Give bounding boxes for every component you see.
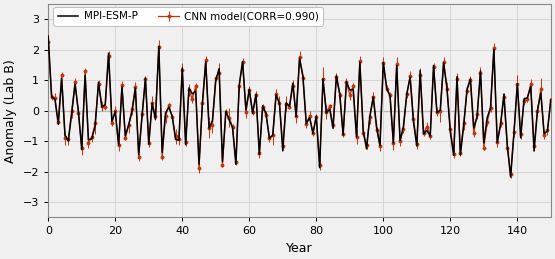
MPI-ESM-P (397, 139, 403, 142)
MPI-ESM-P (507, 176, 514, 179)
MPI-ESM-P (45, 35, 52, 38)
MPI-ESM-P (541, 132, 547, 135)
Legend: MPI-ESM-P, CNN model(CORR=0.990): MPI-ESM-P, CNN model(CORR=0.990) (53, 7, 324, 26)
Line: MPI-ESM-P: MPI-ESM-P (48, 37, 551, 177)
MPI-ESM-P (363, 147, 370, 150)
X-axis label: Year: Year (286, 242, 313, 255)
MPI-ESM-P (223, 110, 229, 113)
MPI-ESM-P (350, 88, 356, 91)
MPI-ESM-P (547, 98, 554, 101)
Y-axis label: Anomaly (Lab B): Anomaly (Lab B) (4, 59, 17, 163)
MPI-ESM-P (290, 82, 296, 85)
